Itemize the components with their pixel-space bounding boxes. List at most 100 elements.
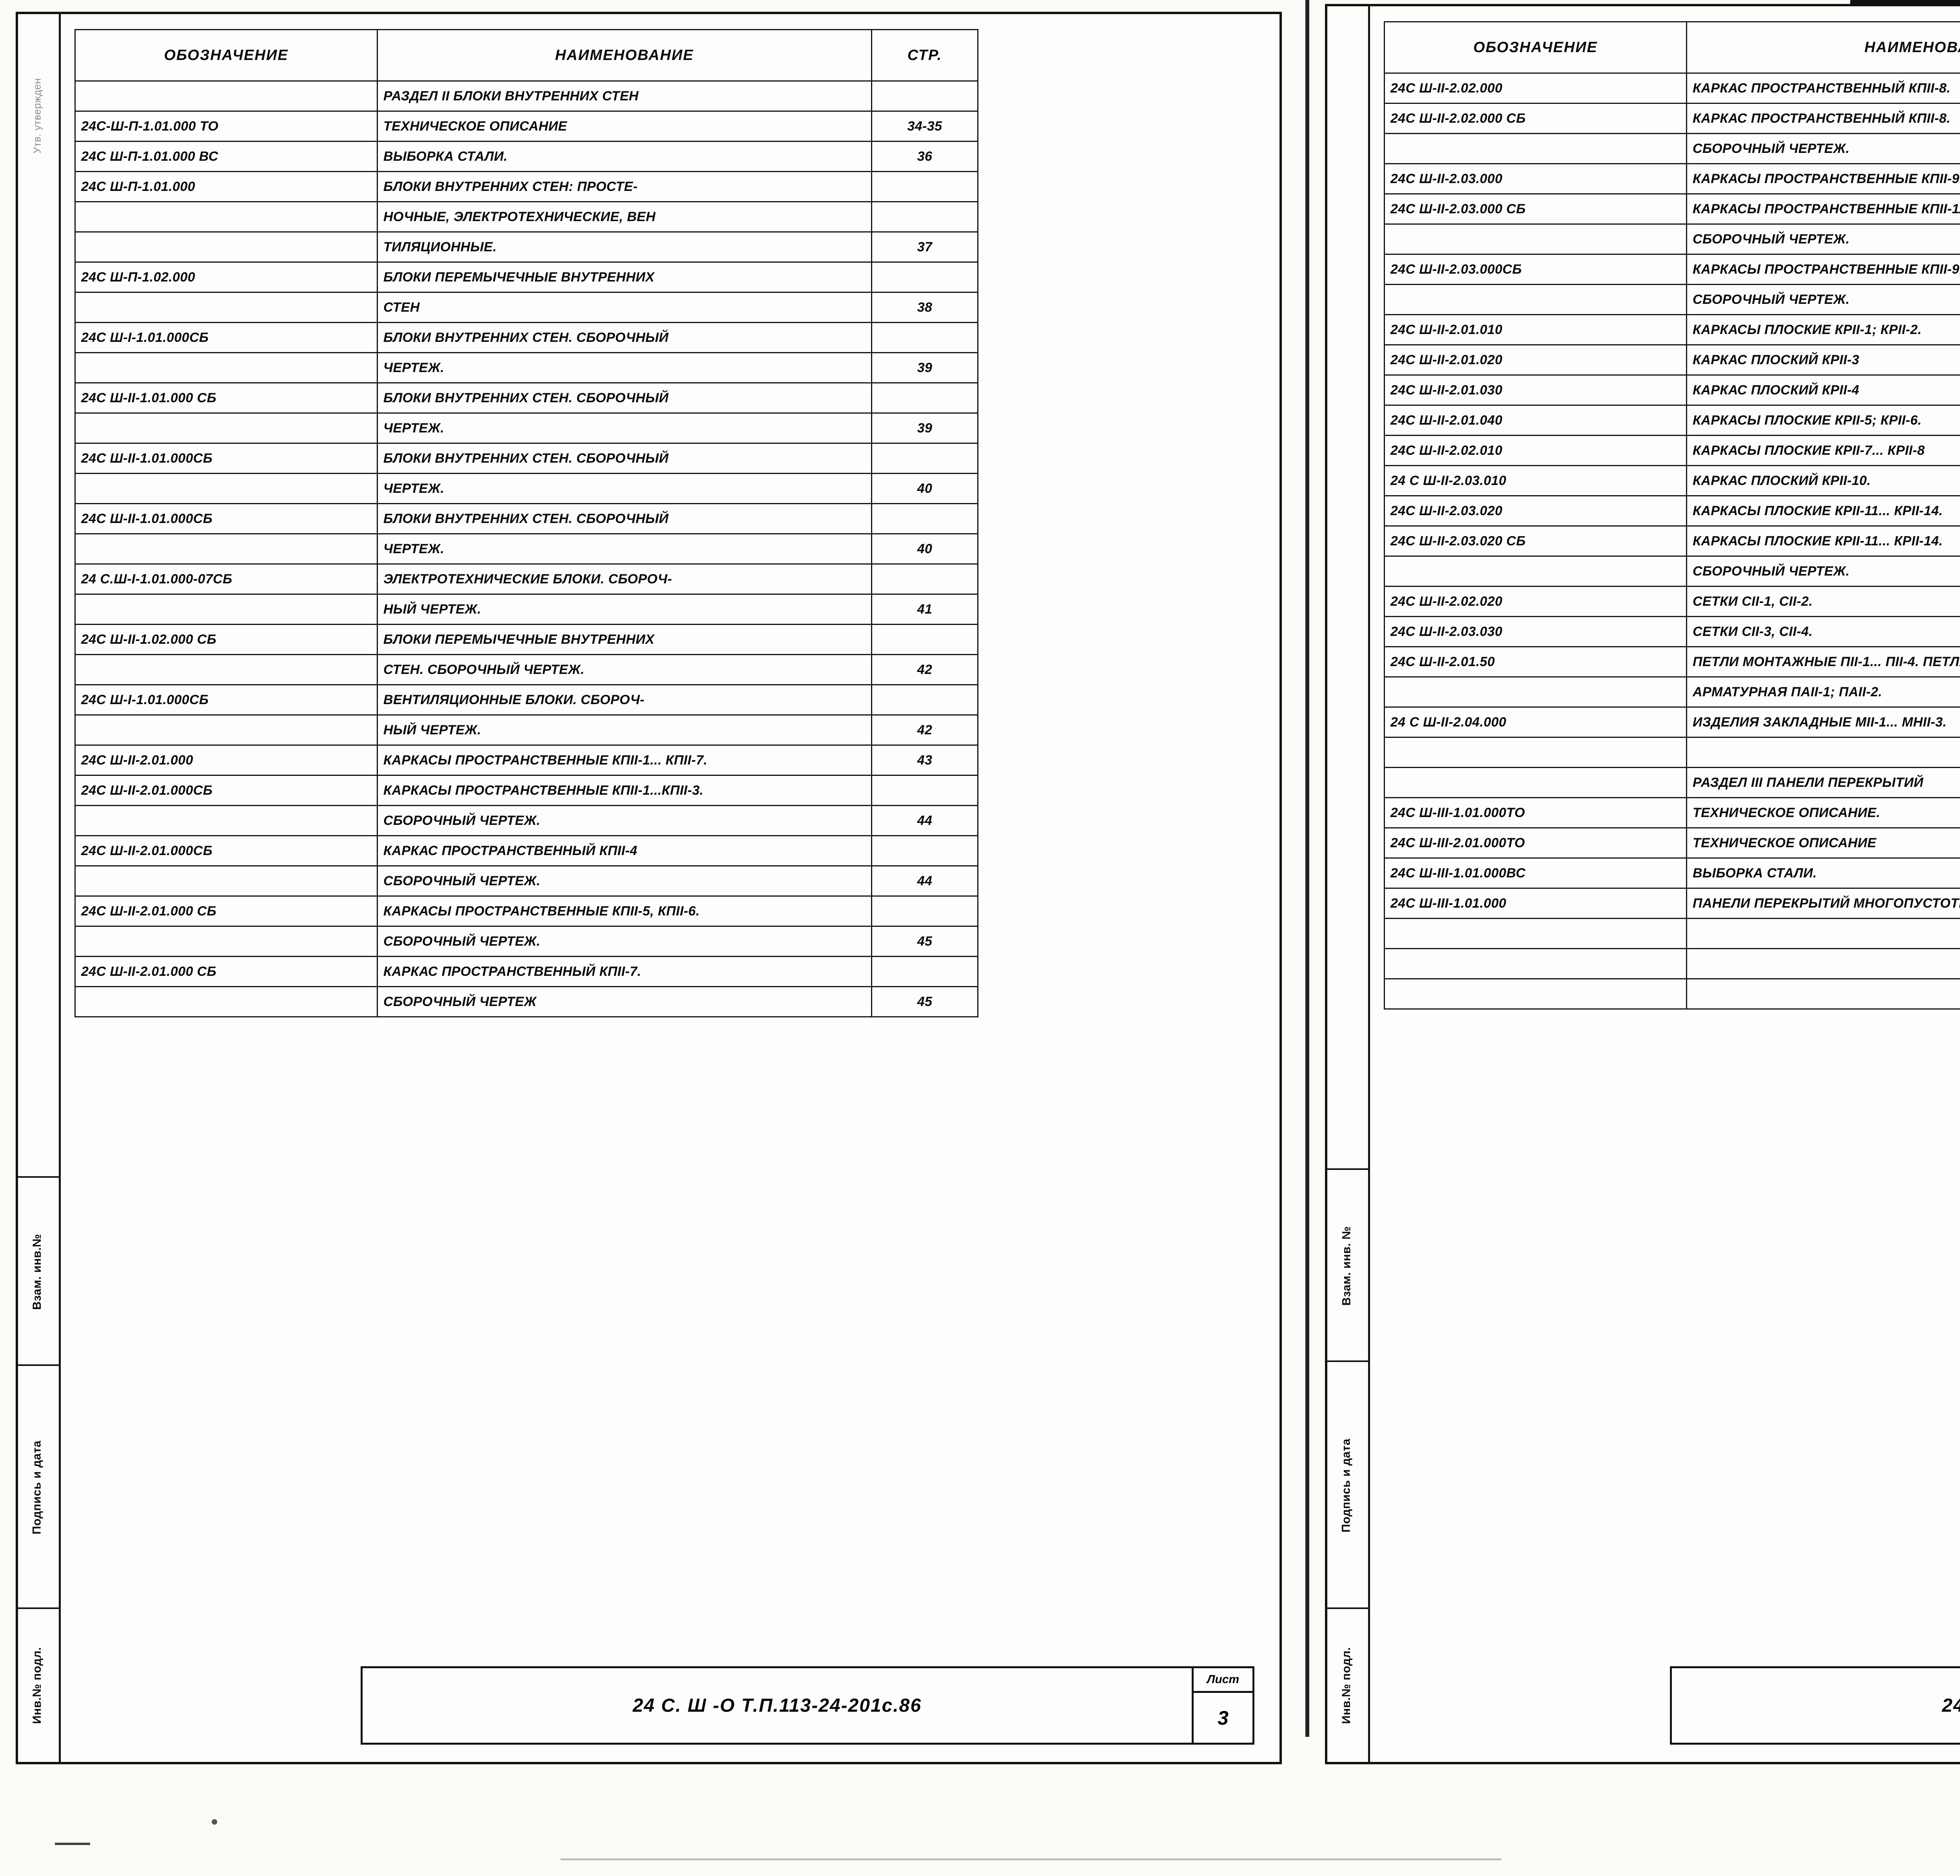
table-row: 24С Ш-I-1.01.000СБ БЛОКИ ВНУТРЕННИХ СТЕН.…	[74, 322, 978, 353]
scan-speck	[212, 1819, 217, 1825]
cell-designation	[1384, 556, 1687, 587]
table-row: СТЕН 38	[74, 292, 978, 323]
left-sheet-panel: Утв. утвержден Взам. инв.№ Подпись и дат…	[16, 12, 1282, 1764]
cell-name: НЫЙ ЧЕРТЕЖ.	[377, 594, 872, 625]
table-row: 24С Ш-II-2.01.000СБ КАРКАСЫ ПРОСТРАНСТВЕН…	[74, 775, 978, 806]
table-row: НЫЙ ЧЕРТЕЖ. 42	[74, 714, 978, 746]
cell-designation: 24С Ш-II-2.03.020	[1384, 495, 1687, 527]
cell-designation	[74, 533, 378, 565]
cell-page	[871, 956, 978, 987]
table-row: 24С Ш-III-2.01.000ТО ТЕХНИЧЕСКОЕ ОПИСАНИЕ…	[1384, 827, 1960, 859]
cell-name: КАРКАСЫ ПРОСТРАНСТВЕННЫЕ КПII-1... КПII-…	[377, 745, 872, 776]
cell-designation	[74, 473, 378, 504]
cell-name: СБОРОЧНЫЙ ЧЕРТЕЖ.	[377, 865, 872, 897]
table-row: 24 С.Ш-I-1.01.000-07СБ ЭЛЕКТРОТЕХНИЧЕСКИЕ…	[74, 563, 978, 595]
cell-designation: 24С Ш-II-1.01.000 СБ	[74, 382, 378, 414]
cell-designation: 24С Ш-III-1.01.000	[1384, 888, 1687, 919]
table-row: СБОРОЧНЫЙ ЧЕРТЕЖ. 45	[74, 926, 978, 957]
table-row: 24С Ш-II-2.01.000СБ КАРКАС ПРОСТРАНСТВЕНН…	[74, 835, 978, 866]
table-row: 24С Ш-II-2.02.000 КАРКАС ПРОСТРАНСТВЕННЫЙ…	[1384, 73, 1960, 104]
cell-name: ВЕНТИЛЯЦИОННЫЕ БЛОКИ. СБОРОЧ-	[377, 684, 872, 716]
table-row	[1384, 948, 1960, 979]
right-margin-label-inv-podl: Инв.№ подл.	[1340, 1647, 1353, 1724]
cell-name: ТЕХНИЧЕСКОЕ ОПИСАНИЕ.	[1686, 797, 1960, 828]
cell-page: 40	[871, 473, 978, 504]
cell-designation	[74, 986, 378, 1017]
cell-name: ЧЕРТЕЖ.	[377, 473, 872, 504]
cell-designation	[1384, 284, 1687, 315]
cell-designation: 24С Ш-II-2.01.000	[74, 745, 378, 776]
cell-page: 44	[871, 805, 978, 836]
table-row: 24С Ш-II-2.03.000 КАРКАСЫ ПРОСТРАНСТВЕННЫ…	[1384, 163, 1960, 194]
cell-name: СБОРОЧНЫЙ ЧЕРТЕЖ.	[1686, 133, 1960, 164]
cell-designation: 24С Ш-II-2.03.000 СБ	[1384, 193, 1687, 225]
margin-stamp-approval: Утв. утвержден	[16, 24, 59, 208]
cell-designation: 24С Ш-II-1.02.000 СБ	[74, 624, 378, 655]
cell-name: ТИЛЯЦИОННЫЕ.	[377, 231, 872, 263]
cell-designation: 24С Ш-II-2.01.000 СБ	[74, 956, 378, 987]
table-row: ЧЕРТЕЖ. 40	[74, 473, 978, 504]
cell-designation	[1384, 767, 1687, 798]
cell-name: ЧЕРТЕЖ.	[377, 352, 872, 383]
cell-designation: 24С Ш-П-1.01.000	[74, 171, 378, 202]
cell-page	[871, 171, 978, 202]
cell-name: КАРКАС ПЛОСКИЙ КРII-3	[1686, 344, 1960, 376]
table-row: РАЗДЕЛ III ПАНЕЛИ ПЕРЕКРЫТИЙ	[1384, 767, 1960, 798]
table-row: НЫЙ ЧЕРТЕЖ. 41	[74, 594, 978, 625]
cell-designation	[1384, 978, 1687, 1010]
cell-designation	[74, 412, 378, 444]
table-row: СБОРОЧНЫЙ ЧЕРТЕЖ.48	[1384, 284, 1960, 315]
cell-name: КАРКАСЫ ПРОСТРАНСТВЕННЫЕ КПII-5, КПII-6.	[377, 895, 872, 927]
cell-name: КАРКАСЫ ПЛОСКИЕ КРII-11... КРII-14.	[1686, 495, 1960, 527]
cell-designation	[1384, 223, 1687, 255]
cell-name: СЕТКИ СII-1, СII-2.	[1686, 586, 1960, 617]
cell-name: БЛОКИ ВНУТРЕННИХ СТЕН. СБОРОЧНЫЙ	[377, 382, 872, 414]
header-name: Наименование	[1686, 21, 1960, 74]
cell-designation: 24С Ш-II-1.01.000СБ	[74, 503, 378, 534]
table-row: 24С Ш-II-2.03.020 КАРКАСЫ ПЛОСКИЕ КРII-11…	[1384, 495, 1960, 527]
left-title-block: 24 С. Ш -О Т.П.113-24-201с.86 Лист 3	[361, 1666, 1254, 1745]
table-row: 24С Ш-III-1.01.000 ПАНЕЛИ ПЕРЕКРЫТИЙ МНОГ…	[1384, 888, 1960, 919]
table-row: ЧЕРТЕЖ. 39	[74, 412, 978, 444]
table-row: 24С Ш-I-1.01.000СБ ВЕНТИЛЯЦИОННЫЕ БЛОКИ. …	[74, 684, 978, 716]
right-title-block: 24 С. Ш -О Т.П.113-24-201с.86 Лист 4	[1670, 1666, 1960, 1745]
cell-page: 42	[871, 714, 978, 746]
table-row: 24С Ш-II-2.01.040 КАРКАСЫ ПЛОСКИЕ КРII-5;…	[1384, 405, 1960, 436]
table-row: СБОРОЧНЫЙ ЧЕРТЕЖ 45	[74, 986, 978, 1017]
cell-name: ИЗДЕЛИЯ ЗАКЛАДНЫЕ МII-1... МНII-3.	[1686, 706, 1960, 738]
cell-designation: 24С Ш-II-2.01.000СБ	[74, 835, 378, 866]
cell-designation: 24С Ш-II-2.01.50	[1384, 646, 1687, 677]
table-row: 24С Ш-II-1.01.000СБ БЛОКИ ВНУТРЕННИХ СТЕН…	[74, 503, 978, 534]
table-row	[1384, 918, 1960, 949]
margin-cell-signature-date: Подпись и дата	[16, 1364, 59, 1609]
cell-designation: 24С Ш-II-2.03.030	[1384, 616, 1687, 647]
cell-page	[871, 443, 978, 474]
scan-artifact-bottom-rule	[561, 1858, 1501, 1860]
cell-designation: 24С-Ш-П-1.01.000 ТО	[74, 111, 378, 142]
table-row: 24С Ш-II-2.01.000 СБ КАРКАСЫ ПРОСТРАНСТВЕ…	[74, 895, 978, 927]
table-row: 24С-Ш-П-1.01.000 ТО ТЕХНИЧЕСКОЕ ОПИСАНИЕ 3…	[74, 111, 978, 142]
table-row: 24С Ш-II-2.03.000СБ КАРКАСЫ ПРОСТРАНСТВЕН…	[1384, 254, 1960, 285]
cell-page	[871, 624, 978, 655]
table-row: СБОРОЧНЫЙ ЧЕРТЕЖ.52	[1384, 556, 1960, 587]
cell-page	[871, 835, 978, 866]
left-sheet-number: 3	[1218, 1707, 1229, 1729]
cell-name: СБОРОЧНЫЙ ЧЕРТЕЖ.	[377, 926, 872, 957]
cell-page: 40	[871, 533, 978, 565]
cell-name: КАРКАСЫ ПЛОСКИЕ КРII-5; КРII-6.	[1686, 405, 1960, 436]
cell-page: 44	[871, 865, 978, 897]
table-row: СБОРОЧНЫЙ ЧЕРТЕЖ.46	[1384, 133, 1960, 164]
cell-name: СБОРОЧНЫЙ ЧЕРТЕЖ.	[1686, 556, 1960, 587]
cell-designation: 24С Ш-III-2.01.000ТО	[1384, 827, 1687, 859]
cell-name: ЧЕРТЕЖ.	[377, 533, 872, 565]
scan-artifact-bottom-left	[55, 1843, 90, 1845]
table-header-row: Обозначение Наименование Стр.	[1384, 21, 1960, 74]
cell-page: 39	[871, 412, 978, 444]
table-row: 24С Ш-II-1.02.000 СБ БЛОКИ ПЕРЕМЫЧЕЧНЫЕ В…	[74, 624, 978, 655]
cell-page	[871, 895, 978, 927]
cell-designation: 24С Ш-II-2.01.040	[1384, 405, 1687, 436]
table-row: ЧЕРТЕЖ. 40	[74, 533, 978, 565]
